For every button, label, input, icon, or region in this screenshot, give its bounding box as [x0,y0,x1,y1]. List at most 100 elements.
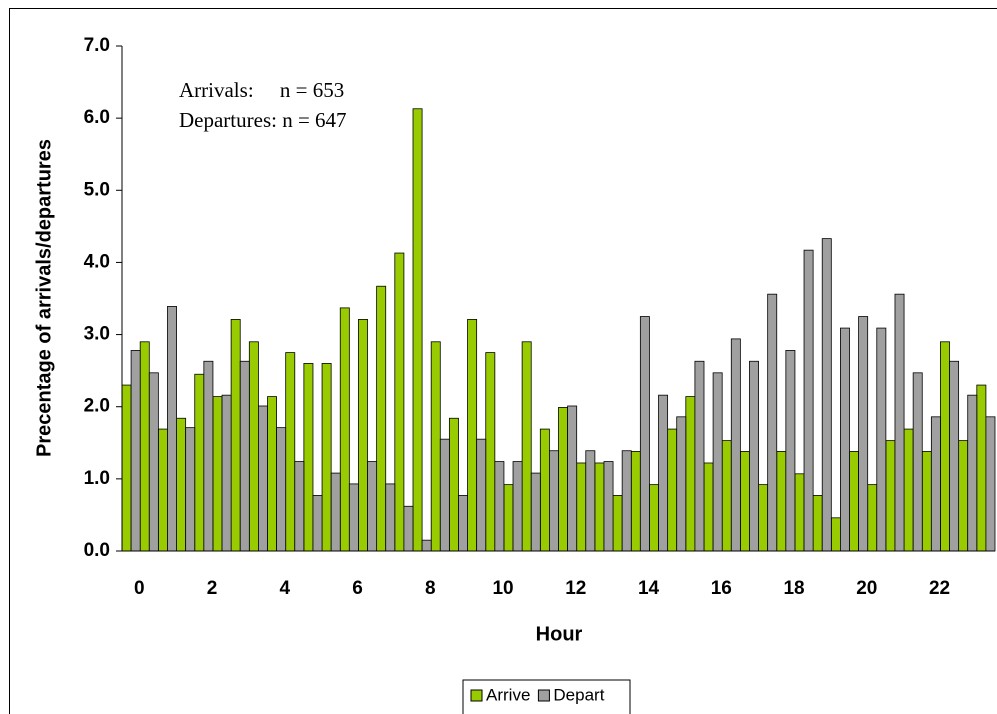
bar [794,473,805,552]
bar [576,462,587,552]
bar [967,394,978,552]
bar [230,319,241,552]
bar [840,327,850,552]
x-tick-label: 6 [352,578,363,599]
bar [612,495,623,552]
x-tick-label: 2 [207,578,218,599]
x-tick-label: 22 [929,578,950,599]
bar [876,327,887,552]
bar [558,407,568,552]
x-tick-label: 12 [565,578,586,599]
bar [885,440,896,552]
bar [985,416,996,552]
bar [212,396,223,552]
bar [821,238,832,552]
legend-swatch [470,689,483,702]
bar [930,416,941,552]
annotation: Arrivals: n = 653 [179,78,344,102]
x-tick-label: 20 [856,578,877,599]
bar [394,252,405,552]
legend-label: Arrive [486,685,530,704]
bar [221,394,232,552]
bar [867,484,878,552]
bar [276,427,287,552]
bar [567,405,578,552]
y-tick-label: 0.0 [84,540,110,561]
bar [248,341,259,552]
bar [348,483,359,552]
bar [976,384,987,552]
bar [767,293,778,552]
y-tick-label: 1.0 [84,468,110,489]
bar [176,417,187,552]
bar [503,484,514,552]
bar [921,451,932,552]
bar [630,451,641,552]
bar [303,363,314,552]
bar [376,285,387,552]
bar [812,495,823,552]
bar [785,350,796,552]
bar [330,472,341,552]
bar [721,440,732,552]
bar [485,352,496,552]
bar [476,438,487,552]
bar [467,319,478,552]
bar [358,319,368,552]
x-tick-label: 8 [425,578,436,599]
bar [539,428,550,552]
bar [549,450,559,552]
legend-swatch [537,689,550,702]
bar [294,461,305,552]
bar [258,405,268,552]
y-tick-label: 4.0 [84,251,110,272]
x-tick-label: 4 [279,578,290,599]
bar [203,360,214,552]
bar [958,440,969,552]
bar [749,360,759,552]
bar [649,484,659,552]
y-tick-label: 2.0 [84,396,110,417]
bar [703,462,714,552]
bar [739,451,750,552]
bar [148,372,159,552]
bar [894,293,905,552]
bar [940,341,950,552]
y-axis-title: Precentage of arrivals/departures [33,139,55,457]
bar [594,462,605,552]
bar [285,352,296,552]
bar [530,472,541,552]
bar [403,505,414,552]
bar [421,539,432,552]
bar [267,396,277,552]
bar [194,373,205,552]
bar [758,484,769,552]
chart-border [9,8,997,714]
bar [512,461,523,552]
bar [430,341,441,552]
bar [849,451,859,552]
bar [412,108,423,552]
bar [367,461,378,552]
bar [312,495,323,552]
bar [858,316,869,552]
x-tick-label: 16 [711,578,732,599]
bar [603,461,614,552]
bar [185,427,196,552]
bar [167,306,177,552]
annotation: Departures: n = 647 [179,108,347,132]
bar [912,372,923,552]
x-tick-label: 18 [783,578,804,599]
bar [130,350,141,552]
bar [667,428,678,552]
bar [385,483,396,552]
bar [339,307,350,552]
y-tick-label: 3.0 [84,324,110,345]
x-axis-title: Hour [536,623,583,645]
bar [621,450,632,552]
bar [658,394,669,552]
bar [685,396,696,552]
bar [803,249,814,552]
y-tick-label: 6.0 [84,107,110,128]
